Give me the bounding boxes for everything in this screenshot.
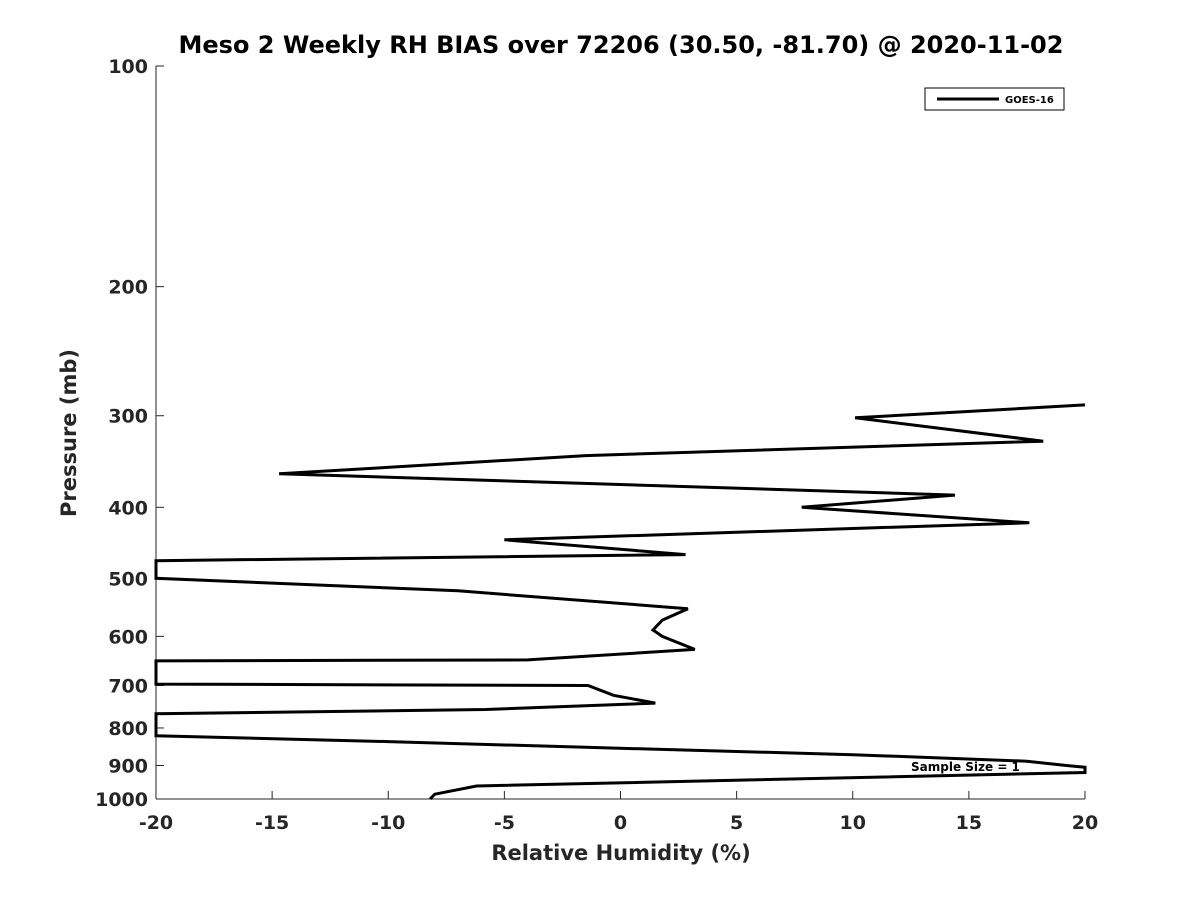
plot-area: -20 -15 -10 -5 0 5 10 15 20 100 200 300 400 500 600 70… <box>95 56 1098 834</box>
y-tick-label: 500 <box>108 568 148 590</box>
x-axis-label: Relative Humidity (%) <box>491 841 750 865</box>
series-line-goes-16 <box>154 403 1087 801</box>
y-tick-label: 400 <box>108 497 148 519</box>
x-tick-label: 20 <box>1072 812 1098 834</box>
y-axis-label: Pressure (mb) <box>57 349 81 517</box>
x-tick-label: 0 <box>614 812 627 834</box>
x-ticks: -20 -15 -10 -5 0 5 10 15 20 <box>139 791 1098 834</box>
y-ticks: 100 200 300 400 500 600 700 800 900 1000 <box>95 56 164 811</box>
y-tick-label: 900 <box>108 755 148 777</box>
x-tick-label: -15 <box>255 812 289 834</box>
x-tick-label: 10 <box>840 812 866 834</box>
x-tick-label: -20 <box>139 812 173 834</box>
y-tick-label: 800 <box>108 718 148 740</box>
x-tick-label: -10 <box>371 812 405 834</box>
legend-label: GOES-16 <box>1005 95 1054 106</box>
y-tick-label: 100 <box>108 56 148 78</box>
legend: GOES-16 <box>924 87 1065 111</box>
x-tick-label: 15 <box>956 812 982 834</box>
x-tick-label: 5 <box>730 812 743 834</box>
chart-title: Meso 2 Weekly RH BIAS over 72206 (30.50,… <box>179 31 1064 59</box>
x-tick-label: -5 <box>494 812 515 834</box>
y-tick-label: 600 <box>108 626 148 648</box>
y-tick-label: 1000 <box>95 789 148 811</box>
y-tick-label: 300 <box>108 406 148 428</box>
sample-size-annotation: Sample Size = 1 <box>911 760 1020 774</box>
y-tick-label: 700 <box>108 675 148 697</box>
y-tick-label: 200 <box>108 277 148 299</box>
